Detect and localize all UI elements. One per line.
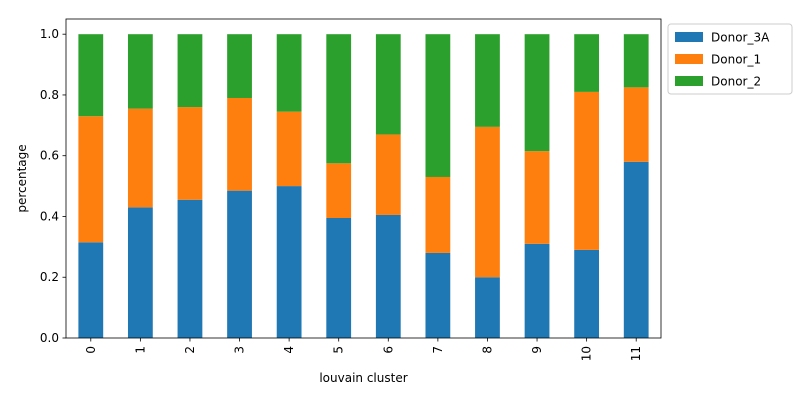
bar-donor-3a-cluster-8 <box>475 277 500 338</box>
bar-donor-3a-cluster-0 <box>78 242 104 338</box>
axes-layer: 0.0 0.2 0.4 0.6 0.8 1.0 0 1 2 3 4 5 6 7 8 9 10 11 <box>40 18 662 361</box>
bar-donor-1-cluster-10 <box>574 91 600 250</box>
bar-donor-2-cluster-8 <box>475 34 500 127</box>
x-tick-label: 11 <box>629 346 643 361</box>
bar-donor-3a-cluster-2 <box>177 199 203 338</box>
bar-donor-3a-cluster-3 <box>227 190 252 338</box>
bar-donor-2-cluster-3 <box>227 34 252 98</box>
bar-donor-3a-cluster-1 <box>127 207 153 338</box>
x-tick-label: 7 <box>431 346 445 354</box>
y-tick-label: 0.8 <box>40 88 59 102</box>
plot-frame <box>65 18 662 339</box>
bar-donor-1-cluster-1 <box>127 108 153 208</box>
y-axis-label: percentage <box>15 144 29 212</box>
bar-donor-1-cluster-4 <box>276 111 302 187</box>
bar-donor-1-cluster-5 <box>326 163 352 218</box>
bar-donor-2-cluster-7 <box>425 34 451 177</box>
bar-donor-2-cluster-2 <box>177 34 203 108</box>
legend-swatch-donor-1 <box>675 54 703 64</box>
bar-donor-2-cluster-1 <box>127 34 153 109</box>
bar-donor-3a-cluster-4 <box>276 186 302 338</box>
bar-donor-3a-cluster-5 <box>326 218 352 338</box>
y-tick-label: 1.0 <box>40 27 59 41</box>
bar-donor-1-cluster-0 <box>78 116 104 243</box>
y-tick-label: 0.6 <box>40 149 59 163</box>
x-tick-label: 9 <box>530 346 544 354</box>
x-tick-label: 2 <box>183 346 197 354</box>
y-tick-label: 0.2 <box>40 270 59 284</box>
bar-donor-2-cluster-10 <box>574 34 600 92</box>
x-tick-label: 1 <box>133 346 147 354</box>
bar-donor-2-cluster-0 <box>78 34 104 117</box>
bar-donor-1-cluster-7 <box>425 176 451 253</box>
y-tick-label: 0.0 <box>40 331 59 345</box>
bar-donor-1-cluster-9 <box>524 151 550 244</box>
bar-donor-2-cluster-5 <box>326 34 352 164</box>
x-tick-label: 5 <box>332 346 346 354</box>
bar-donor-1-cluster-6 <box>375 134 401 215</box>
bars-layer <box>78 34 649 338</box>
y-tick-label: 0.4 <box>40 209 59 223</box>
bar-donor-1-cluster-8 <box>475 126 500 278</box>
legend-swatch-donor-2 <box>675 76 703 86</box>
bar-donor-2-cluster-9 <box>524 34 550 152</box>
x-tick-label: 10 <box>580 346 594 361</box>
bar-donor-2-cluster-4 <box>276 34 302 112</box>
legend-label-donor-2: Donor_2 <box>711 75 761 89</box>
x-tick-label: 8 <box>480 346 494 354</box>
x-axis-label: louvain cluster <box>319 371 407 385</box>
legend: Donor_3A Donor_1 Donor_2 <box>667 23 793 95</box>
bar-donor-2-cluster-6 <box>375 34 401 135</box>
x-tick-label: 0 <box>84 346 98 354</box>
bar-donor-2-cluster-11 <box>623 34 649 88</box>
bar-donor-3a-cluster-7 <box>425 252 451 338</box>
bar-donor-3a-cluster-11 <box>623 161 649 338</box>
bar-donor-1-cluster-2 <box>177 107 203 200</box>
legend-label-donor-1: Donor_1 <box>711 53 761 67</box>
x-tick-label: 3 <box>233 346 247 354</box>
x-tick-label: 6 <box>381 346 395 354</box>
bar-donor-1-cluster-3 <box>227 97 252 191</box>
bar-donor-3a-cluster-9 <box>524 243 550 338</box>
bar-donor-1-cluster-11 <box>623 87 649 162</box>
legend-swatch-donor-3a <box>675 32 703 42</box>
bar-donor-3a-cluster-6 <box>375 214 401 338</box>
bar-donor-3a-cluster-10 <box>574 249 600 338</box>
x-tick-label: 4 <box>282 346 296 354</box>
legend-label-donor-3a: Donor_3A <box>711 31 770 45</box>
